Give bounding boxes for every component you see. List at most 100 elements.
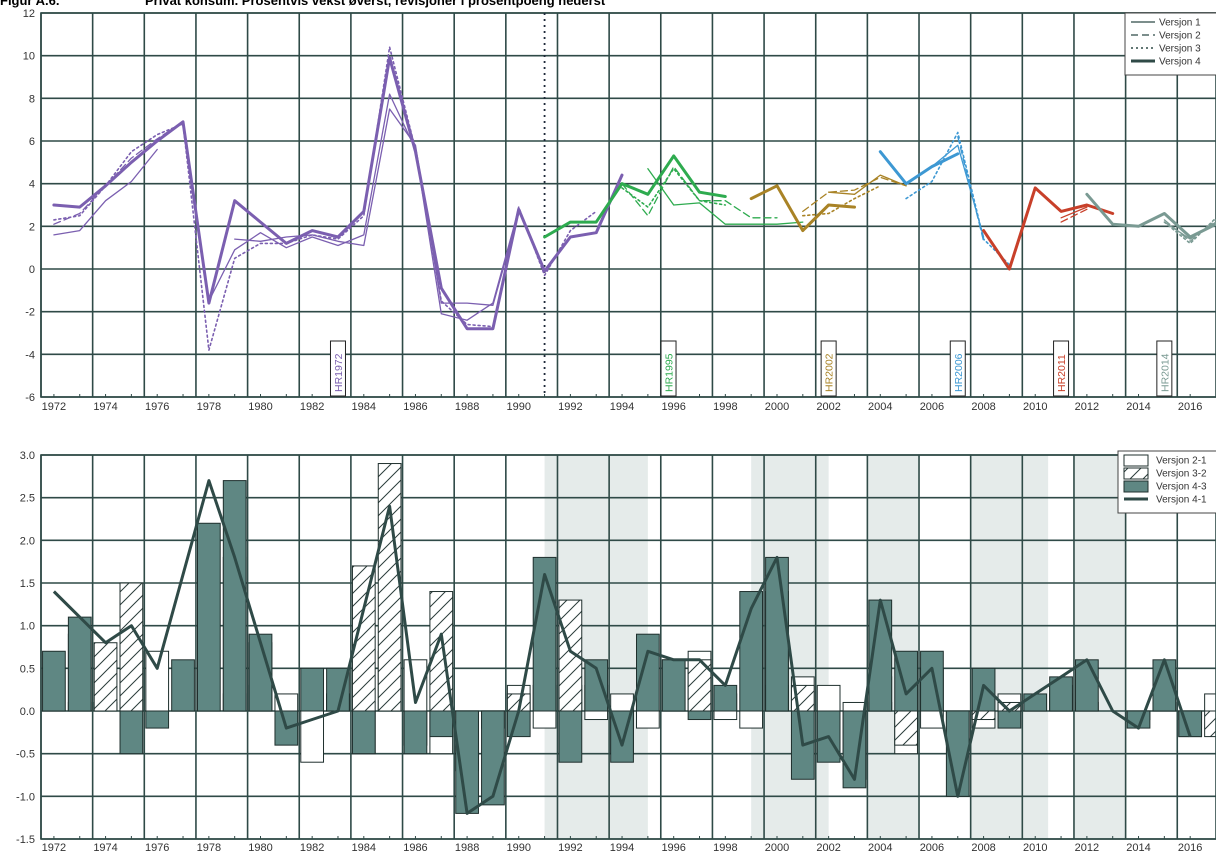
- bar-versjon-2-1: [611, 694, 634, 711]
- bar-versjon-4-3: [43, 651, 66, 711]
- y-tick-label: 2: [29, 221, 35, 233]
- x-tick-label: 1998: [713, 842, 737, 853]
- x-tick-label: 1992: [558, 842, 582, 853]
- y-tick-label: 0.0: [20, 706, 35, 718]
- y-tick-label: 0: [29, 264, 35, 276]
- x-tick-label: 1996: [661, 401, 685, 410]
- series-label-hr2002: HR2002: [824, 353, 836, 392]
- bar-versjon-4-3: [714, 685, 737, 711]
- y-tick-label: 1.0: [20, 621, 35, 633]
- bar-versjon-2-1: [533, 711, 556, 728]
- bar-versjon-2-1: [740, 711, 763, 728]
- x-tick-label: 1974: [93, 401, 117, 410]
- plot-area: [41, 13, 1216, 397]
- legend-item: Versjon 4-1: [1156, 495, 1207, 506]
- x-tick-label: 2006: [920, 401, 944, 410]
- bar-versjon-4-3: [120, 711, 143, 754]
- x-tick-label: 1984: [352, 401, 376, 410]
- bar-versjon-3-2: [1205, 711, 1216, 737]
- x-tick-label: 1994: [610, 842, 634, 853]
- bar-versjon-4-3: [688, 711, 711, 720]
- x-tick-label: 1990: [507, 401, 531, 410]
- bar-versjon-2-1: [714, 711, 737, 720]
- legend-swatch: [1124, 455, 1148, 466]
- x-tick-label: 2002: [816, 401, 840, 410]
- x-tick-label: 1972: [42, 401, 66, 410]
- bar-versjon-2-1: [843, 702, 866, 711]
- x-tick-label: 2006: [920, 842, 944, 853]
- series-label-hr1995: HR1995: [664, 353, 676, 392]
- legend-item: Versjon 3: [1159, 44, 1201, 55]
- bar-versjon-3-2: [378, 464, 401, 711]
- series-label-hr1972: HR1972: [333, 353, 345, 392]
- x-tick-label: 2004: [868, 401, 892, 410]
- bar-versjon-4-3: [197, 523, 220, 711]
- bar-versjon-3-2: [120, 583, 143, 711]
- bar-versjon-4-3: [68, 617, 91, 711]
- x-tick-label: 1988: [455, 401, 479, 410]
- x-tick-label: 2012: [1075, 842, 1099, 853]
- y-tick-label: -1.5: [16, 834, 35, 846]
- bar-versjon-4-3: [662, 660, 685, 711]
- x-tick-label: 1980: [248, 401, 272, 410]
- x-tick-label: 1990: [507, 842, 531, 853]
- x-tick-label: 2012: [1075, 401, 1099, 410]
- x-tick-label: 1996: [661, 842, 685, 853]
- bar-versjon-4-3: [482, 711, 505, 805]
- series-label-hr2014: HR2014: [1159, 353, 1171, 392]
- x-tick-label: 2008: [971, 842, 995, 853]
- y-tick-label: 2.5: [20, 493, 35, 505]
- legend-item: Versjon 1: [1159, 18, 1201, 29]
- x-tick-label: 1998: [713, 401, 737, 410]
- growth-chart: -6 -4 -2 0 2 4 6 8 10 12 1972 1974 1976 1978 1980 1982 1…: [0, 0, 1216, 410]
- bar-versjon-4-3: [559, 711, 582, 762]
- x-tick-label: 1982: [300, 842, 324, 853]
- y-tick-label: -1.0: [16, 791, 35, 803]
- y-tick-label: 2.0: [20, 535, 35, 547]
- legend-item: Versjon 4: [1159, 57, 1201, 68]
- x-tick-label: 2008: [971, 401, 995, 410]
- x-tick-label: 1986: [403, 842, 427, 853]
- bar-versjon-4-3: [998, 711, 1021, 728]
- y-tick-label: 4: [29, 179, 35, 191]
- x-tick-label: 1992: [558, 401, 582, 410]
- legend-swatch: [1124, 481, 1148, 492]
- y-tick-label: -6: [25, 392, 35, 404]
- x-tick-label: 1974: [93, 842, 117, 853]
- bar-versjon-4-3: [223, 481, 246, 711]
- x-tick-label: 2010: [1023, 401, 1047, 410]
- bar-versjon-4-3: [430, 711, 453, 737]
- y-tick-label: 1.5: [20, 578, 35, 590]
- x-tick-label: 1972: [42, 842, 66, 853]
- bar-versjon-2-1: [585, 711, 608, 720]
- x-tick-label: 1980: [248, 842, 272, 853]
- bar-versjon-4-3: [172, 660, 195, 711]
- x-tick-label: 1976: [145, 401, 169, 410]
- legend-item: Versjon 4-3: [1156, 482, 1207, 493]
- x-tick-label: 1976: [145, 842, 169, 853]
- series-label-hr2011: HR2011: [1056, 354, 1068, 392]
- bar-versjon-4-3: [146, 711, 169, 728]
- x-tick-label: 2010: [1023, 842, 1047, 853]
- x-tick-label: 2014: [1126, 842, 1150, 853]
- x-tick-label: 2014: [1126, 401, 1150, 410]
- x-tick-label: 1978: [197, 401, 221, 410]
- y-tick-label: 12: [23, 8, 35, 20]
- y-tick-label: -0.5: [16, 749, 35, 761]
- bar-versjon-2-1: [1205, 694, 1216, 711]
- x-tick-label: 2000: [765, 401, 789, 410]
- series-label-hr2006: HR2006: [953, 353, 965, 392]
- x-tick-label: 1984: [352, 842, 376, 853]
- x-tick-label: 2016: [1178, 401, 1202, 410]
- bar-versjon-2-1: [637, 711, 660, 728]
- shaded-period: [971, 455, 1048, 839]
- bar-versjon-3-2: [895, 711, 918, 745]
- y-tick-label: 6: [29, 136, 35, 148]
- x-tick-label: 2000: [765, 842, 789, 853]
- legend-swatch: [1124, 468, 1148, 479]
- x-tick-label: 1978: [197, 842, 221, 853]
- bar-versjon-4-3: [301, 668, 324, 711]
- legend-item: Versjon 3-2: [1156, 469, 1207, 480]
- bar-versjon-4-3: [352, 711, 375, 754]
- bar-versjon-2-1: [146, 651, 169, 711]
